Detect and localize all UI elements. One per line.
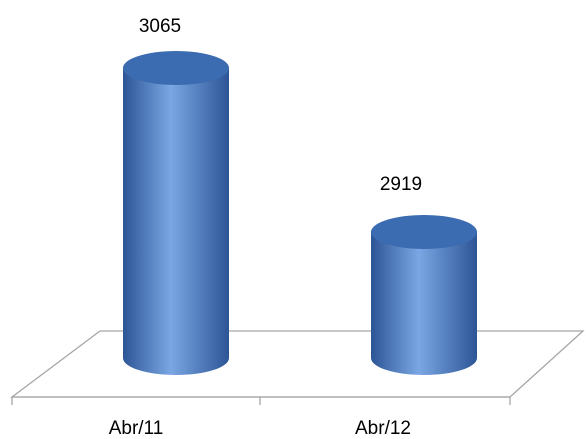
chart-floor: [10, 330, 585, 405]
bar: [123, 68, 229, 375]
bar-top: [371, 215, 477, 249]
bar-top: [123, 51, 229, 85]
x-tick-label: Abr/12: [355, 418, 411, 439]
floor-outline: [10, 330, 585, 398]
data-label: 3065: [139, 16, 181, 37]
bar: [371, 232, 477, 375]
x-tick-label: Abr/11: [109, 418, 164, 439]
bar-group: [123, 51, 229, 375]
bar-group: [371, 215, 477, 375]
data-label: 2919: [380, 174, 422, 195]
